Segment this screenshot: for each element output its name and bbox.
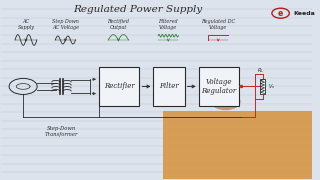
- Text: $V_o$: $V_o$: [268, 82, 276, 91]
- Circle shape: [211, 93, 241, 110]
- FancyBboxPatch shape: [260, 79, 265, 94]
- Text: AC
Supply: AC Supply: [18, 19, 35, 30]
- Text: Regulated DC
Voltage: Regulated DC Voltage: [201, 19, 235, 30]
- Text: Keeda: Keeda: [294, 11, 316, 16]
- Text: Filter: Filter: [159, 82, 179, 90]
- Text: Rectifier: Rectifier: [104, 82, 134, 90]
- Circle shape: [213, 92, 238, 106]
- FancyBboxPatch shape: [99, 67, 140, 106]
- Text: Step Down
AC Voltage: Step Down AC Voltage: [52, 19, 79, 30]
- Text: Voltage
Regulator: Voltage Regulator: [201, 78, 236, 95]
- Text: Filtered
Voltage: Filtered Voltage: [158, 19, 178, 30]
- FancyBboxPatch shape: [199, 67, 239, 106]
- Text: e: e: [278, 9, 283, 18]
- Text: $R_L$: $R_L$: [258, 66, 265, 75]
- Text: Step-Down
Transformer: Step-Down Transformer: [45, 126, 78, 136]
- Text: Regulated Power Supply: Regulated Power Supply: [73, 5, 203, 14]
- Text: Rectified
Output: Rectified Output: [108, 19, 129, 30]
- FancyBboxPatch shape: [163, 111, 312, 179]
- FancyBboxPatch shape: [154, 67, 185, 106]
